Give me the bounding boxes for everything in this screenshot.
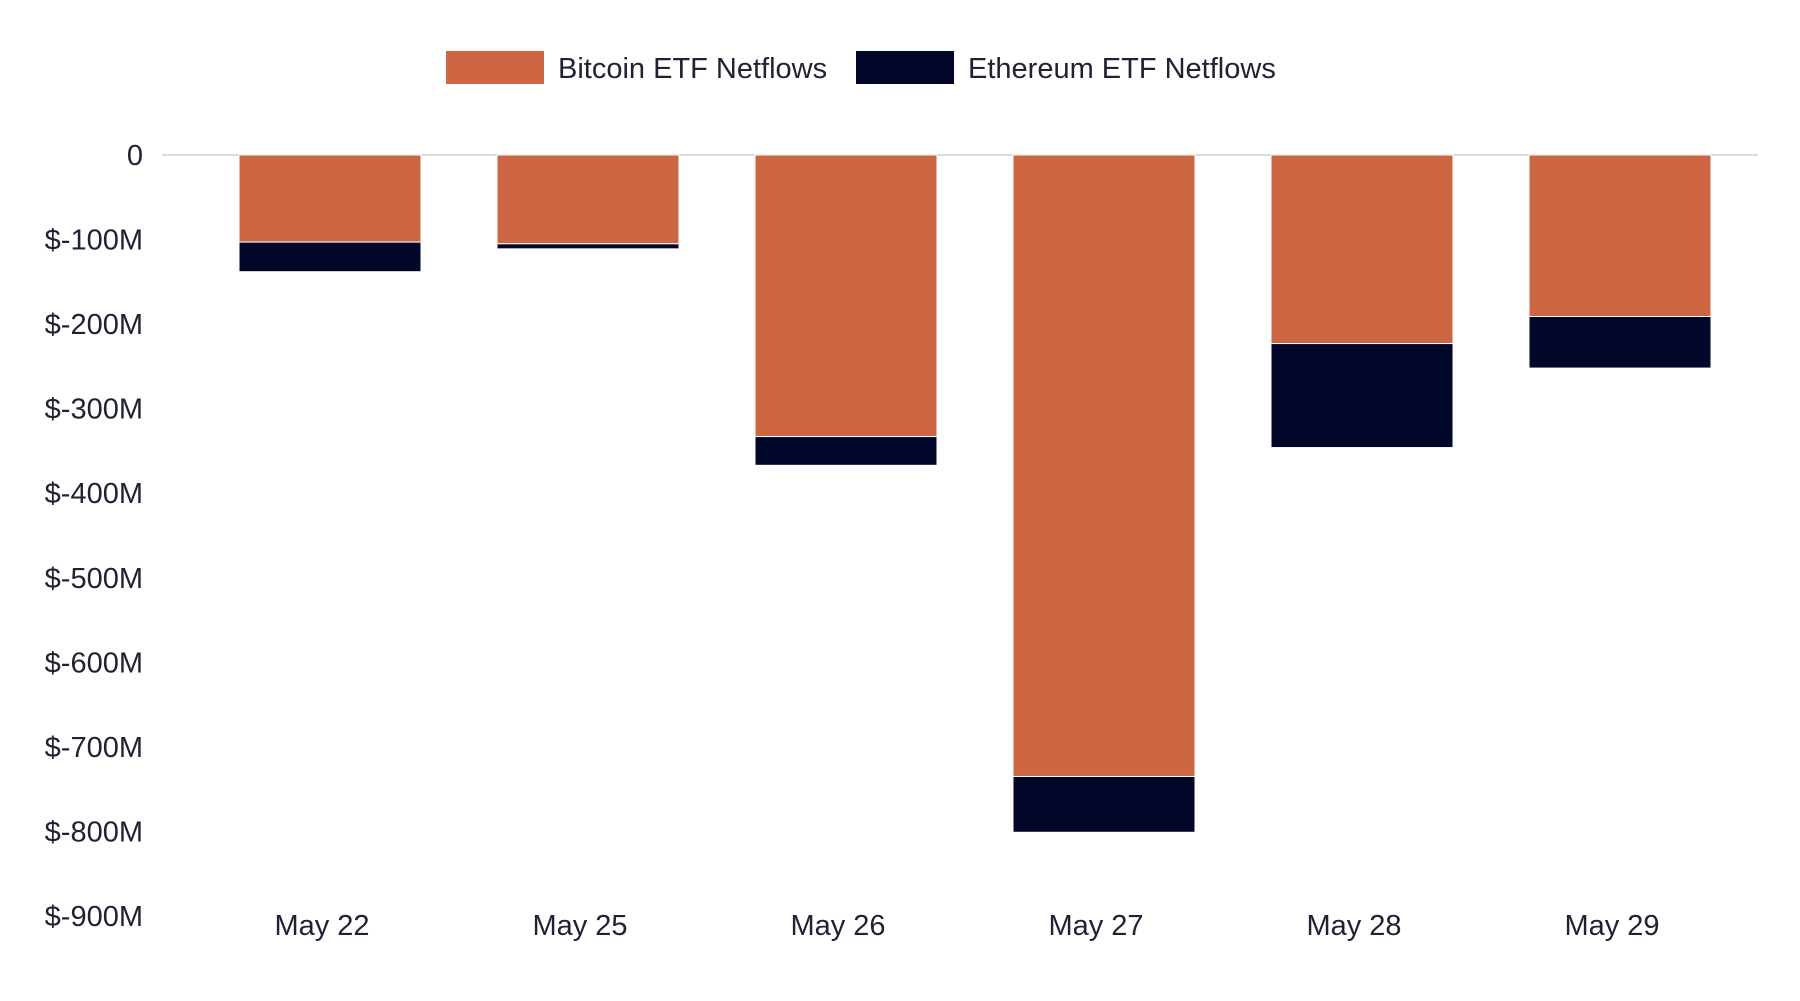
y-tick-label: $-700M: [45, 732, 143, 764]
x-tick-label: May 25: [532, 910, 627, 942]
ethereum-bar: [238, 241, 422, 273]
ethereum-bar: [754, 436, 938, 466]
x-tick-label: May 29: [1564, 910, 1659, 942]
y-tick-label: $-200M: [45, 309, 143, 341]
legend-label-bitcoin: Bitcoin ETF Netflows: [558, 53, 827, 85]
bitcoin-bar: [1012, 154, 1196, 777]
x-tick-label: May 22: [274, 910, 369, 942]
x-tick-label: May 27: [1048, 910, 1143, 942]
chart-legend: Bitcoin ETF Netflows Ethereum ETF Netflo…: [446, 51, 1276, 85]
bitcoin-bar: [238, 154, 422, 243]
y-tick-label: $-900M: [45, 901, 143, 933]
bars: [238, 154, 1712, 833]
y-axis: 0 $-100M $-200M $-300M $-400M $-500M $-600M $-7…: [45, 140, 143, 933]
y-tick-label: $-100M: [45, 225, 143, 257]
ethereum-bar: [1012, 775, 1196, 833]
y-tick-label: $-800M: [45, 816, 143, 848]
y-tick-label: 0: [127, 140, 143, 172]
bitcoin-bar: [1270, 154, 1454, 345]
ethereum-bar: [1528, 316, 1712, 369]
bitcoin-bar: [496, 154, 680, 245]
legend-swatch-ethereum: [856, 51, 954, 84]
y-tick-label: $-600M: [45, 647, 143, 679]
ethereum-bar: [1270, 343, 1454, 449]
x-tick-label: May 28: [1306, 910, 1401, 942]
x-axis: May 22 May 25 May 26 May 27 May 28 May 29: [274, 910, 1659, 942]
legend-label-ethereum: Ethereum ETF Netflows: [968, 53, 1276, 85]
bitcoin-bar: [1528, 154, 1712, 318]
ethereum-bar: [496, 243, 680, 250]
x-tick-label: May 26: [790, 910, 885, 942]
bitcoin-bar: [754, 154, 938, 438]
legend-swatch-bitcoin: [446, 51, 544, 84]
y-tick-label: $-400M: [45, 478, 143, 510]
y-tick-label: $-500M: [45, 563, 143, 595]
y-tick-label: $-300M: [45, 394, 143, 426]
